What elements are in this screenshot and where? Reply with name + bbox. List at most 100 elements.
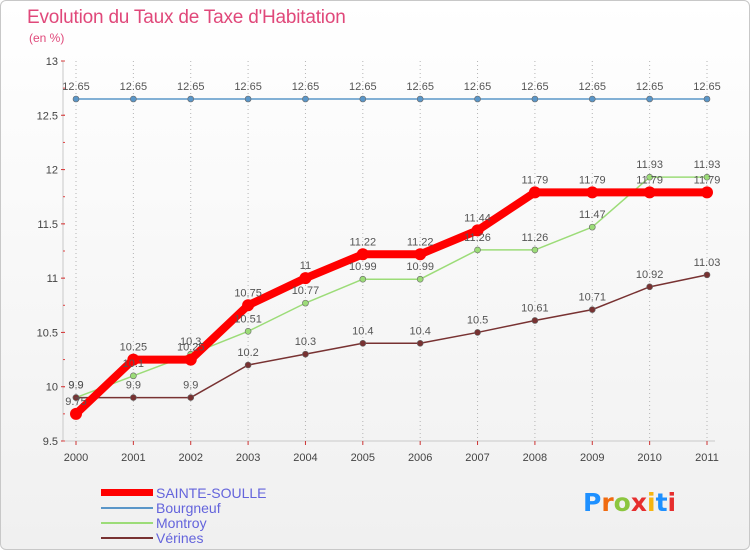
data-label: 10.71 [579, 292, 607, 304]
x-tick-label: 2009 [580, 452, 604, 464]
data-point [302, 95, 309, 103]
series-line [73, 188, 707, 417]
data-point [646, 95, 653, 103]
data-label: 11.79 [579, 174, 606, 186]
y-tick-label: 12 [46, 165, 58, 177]
data-point [242, 299, 255, 312]
data-label: 12.65 [177, 81, 205, 93]
data-label: 11.79 [522, 174, 549, 186]
data-point [414, 248, 427, 261]
data-point [302, 350, 309, 358]
legend-swatch [101, 489, 153, 496]
logo-letter: x [630, 488, 647, 517]
y-tick-label: 9.5 [43, 436, 58, 448]
data-label: 12.65 [120, 81, 148, 93]
data-point [130, 394, 137, 401]
data-label: 9.75 [65, 396, 86, 408]
data-label: 12.65 [464, 81, 492, 93]
data-label: 11.47 [579, 209, 606, 221]
y-tick-label: 10.5 [37, 327, 58, 339]
legend-swatch [101, 537, 153, 539]
x-tick-label: 2004 [293, 452, 317, 464]
data-point [127, 353, 140, 366]
x-tick-label: 2008 [523, 452, 547, 464]
logo-letter: i [647, 488, 656, 517]
data-label: 12.65 [636, 81, 664, 93]
data-label: 10.2 [237, 347, 258, 359]
data-point [187, 394, 195, 401]
legend-item-verines: Vérines [101, 530, 331, 546]
series-sainte-soulle [70, 186, 713, 420]
data-point [359, 275, 367, 283]
data-label: 11.79 [694, 174, 721, 186]
data-label: 10.1 [123, 358, 144, 370]
logo-letter: r [601, 488, 614, 517]
x-tick-label: 2001 [121, 452, 145, 464]
data-label: 9.9 [68, 380, 83, 392]
data-point [531, 317, 539, 324]
data-point [588, 223, 596, 231]
data-point [646, 283, 653, 291]
x-tick-label: 2000 [64, 452, 88, 464]
data-point [244, 95, 252, 103]
data-label: 11.44 [464, 212, 491, 224]
data-label: 11.79 [636, 174, 663, 186]
y-tick-label: 12.5 [37, 110, 58, 122]
data-point [588, 95, 596, 103]
x-tick-label: 2007 [465, 452, 489, 464]
data-point [531, 246, 539, 254]
data-label: 10.4 [409, 325, 430, 337]
data-point [471, 224, 484, 237]
data-point [701, 186, 713, 199]
chart-title: Evolution du Taux de Taxe d'Habitation [27, 7, 346, 28]
proxiti-logo: Proxiti [583, 488, 676, 517]
logo-letter: P [583, 488, 602, 517]
data-point [302, 299, 309, 307]
data-label: 11.22 [349, 236, 376, 248]
data-label: 11 [300, 260, 311, 272]
data-label: 10.3 [295, 336, 316, 348]
data-point [299, 272, 312, 285]
legend-label: SAINTE-SOULLE [156, 485, 267, 501]
data-point [588, 306, 596, 313]
data-point [416, 275, 424, 283]
legend-swatch [101, 507, 153, 509]
data-point [703, 271, 711, 279]
x-tick-label: 2005 [351, 452, 375, 464]
data-point [187, 95, 195, 103]
data-label: 9.9 [183, 380, 198, 392]
data-point [474, 246, 481, 254]
data-label: 11.22 [407, 236, 434, 248]
data-point [72, 95, 80, 103]
data-label: 12.65 [292, 81, 320, 93]
data-label: 10.77 [292, 285, 320, 297]
data-point [359, 339, 367, 347]
data-label: 10.25 [177, 342, 205, 354]
data-label: 10.5 [467, 314, 488, 326]
data-point [416, 339, 424, 347]
series-line [76, 274, 708, 399]
data-point [531, 95, 539, 103]
x-tick-label: 2010 [637, 452, 661, 464]
logo-letter: t [655, 488, 668, 517]
x-tick-label: 2002 [178, 452, 202, 464]
data-label: 10.4 [352, 325, 373, 337]
legend-label: Montroy [156, 515, 207, 531]
data-label: 12.65 [579, 81, 607, 93]
data-label: 12.65 [406, 81, 434, 93]
logo-letter: o [613, 488, 631, 517]
data-point [184, 353, 197, 366]
data-label: 10.99 [406, 261, 434, 273]
data-label: 10.92 [636, 269, 664, 281]
data-label: 9.9 [68, 380, 83, 392]
data-point [586, 186, 599, 199]
data-label: 12.65 [349, 81, 377, 93]
legend-label: Vérines [156, 530, 204, 546]
y-tick-label: 11.5 [37, 219, 58, 231]
legend-item-montroy: Montroy [101, 515, 331, 531]
x-tick-label: 2003 [236, 452, 260, 464]
logo-letter: i [667, 488, 677, 517]
y-tick-label: 11 [47, 273, 58, 285]
